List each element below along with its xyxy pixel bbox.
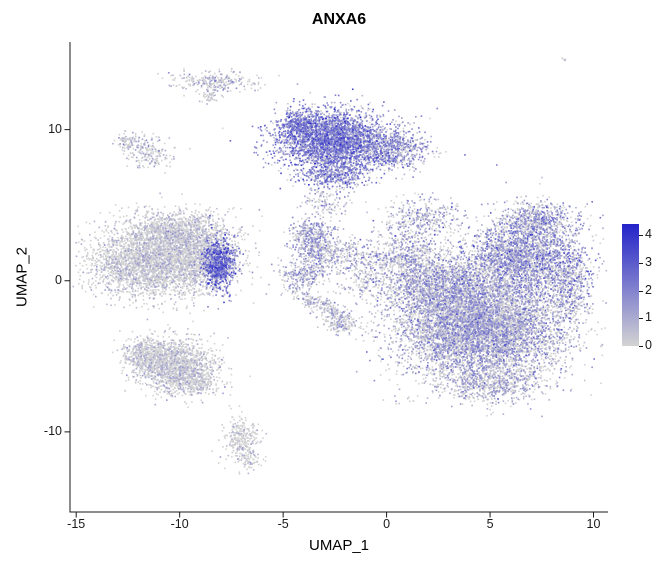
legend-tick bbox=[639, 290, 643, 292]
legend-gradient-bar bbox=[622, 224, 639, 346]
x-tick-label: 10 bbox=[586, 517, 601, 531]
legend-tick-label: 1 bbox=[645, 310, 652, 325]
y-tick-label: 10 bbox=[48, 121, 62, 136]
legend-tick-label: 4 bbox=[645, 227, 652, 242]
legend-tick bbox=[639, 346, 643, 347]
legend-tick bbox=[639, 318, 643, 320]
x-tick-label: -10 bbox=[170, 517, 189, 531]
legend-tick-label: 3 bbox=[645, 254, 652, 269]
plot-title: ANXA6 bbox=[311, 11, 367, 28]
x-tick-label: -15 bbox=[67, 517, 86, 531]
x-tick-label: -5 bbox=[277, 517, 289, 531]
legend-tick-label: 0 bbox=[645, 338, 652, 352]
legend-tick bbox=[639, 235, 643, 237]
legend-tick bbox=[639, 262, 643, 264]
legend-tick-label: 2 bbox=[645, 282, 652, 297]
x-axis-label: UMAP_1 bbox=[308, 537, 370, 554]
y-tick-label: 0 bbox=[55, 272, 62, 287]
y-tick-label: -10 bbox=[43, 423, 62, 438]
x-tick-label: 5 bbox=[486, 517, 494, 531]
x-tick-label: 0 bbox=[383, 517, 391, 531]
